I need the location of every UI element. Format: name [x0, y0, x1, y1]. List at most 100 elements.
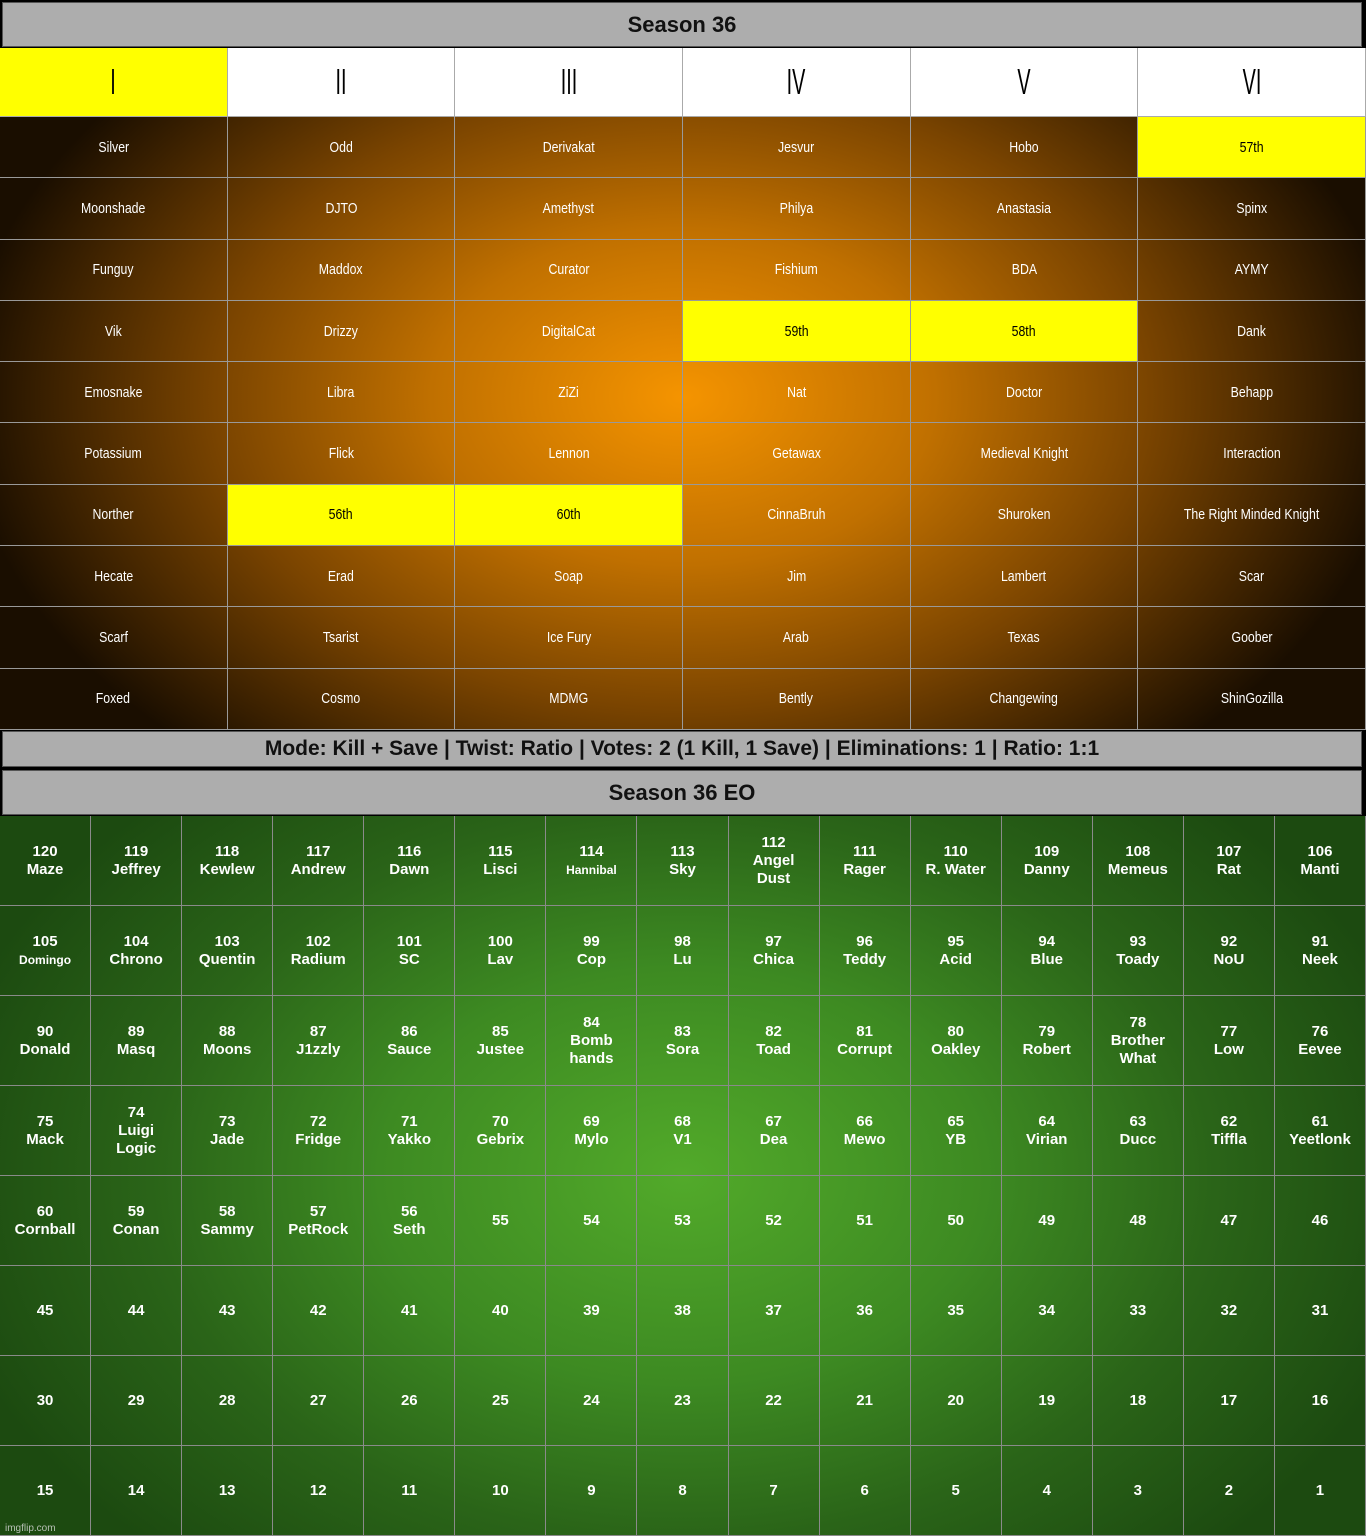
eo-place-number: 24 [583, 1391, 600, 1409]
eo-place-number: 101 [396, 932, 422, 950]
eo-cell: 62 Tiffla [1183, 1086, 1275, 1176]
player-name: 56th [329, 506, 353, 524]
player-name: Erad [327, 567, 354, 585]
eo-place-number: 110 [943, 842, 968, 860]
eo-place-number: 120 [32, 842, 58, 860]
player-name: Jim [786, 567, 806, 585]
eo-cell: 87 J1zzly [273, 996, 365, 1086]
eo-cell: 41 [364, 1266, 456, 1356]
eo-player-name: Kewlew [199, 860, 255, 878]
player-cell: Nat [683, 362, 911, 424]
column-header: VI [1138, 48, 1366, 117]
eo-cell: 5 [910, 1446, 1002, 1536]
eo-cell: 21 [819, 1356, 911, 1446]
eo-cell: 27 [273, 1356, 365, 1446]
column-header: II [227, 48, 456, 117]
eo-cell: 16 [1274, 1356, 1366, 1446]
player-name: Tsarist [323, 629, 359, 647]
player-name: Fishium [774, 261, 818, 279]
eo-place-number: 45 [36, 1301, 54, 1319]
eo-place-number: 87 [309, 1022, 327, 1040]
eo-cell: 31 [1274, 1266, 1366, 1356]
eo-cell: 10 [455, 1446, 547, 1536]
eo-place-number: 68 [674, 1112, 691, 1130]
eo-cell: 3 [1092, 1446, 1184, 1536]
eo-cell: 25 [455, 1356, 547, 1446]
eo-place-number: 61 [1311, 1112, 1329, 1130]
eo-cell: 1 [1274, 1446, 1366, 1536]
player-cell: Tsarist [227, 607, 456, 669]
player-cell: Behapp [1138, 362, 1366, 424]
player-cell: Getawax [683, 423, 911, 485]
eo-cell: 34 [1001, 1266, 1093, 1356]
eo-cell: 11 [364, 1446, 456, 1536]
eo-cell: 12 [273, 1446, 365, 1536]
player-cell: 57th [1138, 117, 1366, 179]
player-cell: Curator [455, 239, 683, 301]
eo-cell: 60 Cornball [0, 1176, 92, 1266]
eo-place-number: 12 [309, 1481, 327, 1499]
eo-player-name: Donald [19, 1040, 71, 1058]
player-name: Texas [1007, 629, 1041, 647]
eo-cell: 116 Dawn [364, 816, 456, 906]
eo-place-number: 18 [1129, 1391, 1147, 1409]
eo-place-number: 54 [583, 1211, 600, 1229]
eo-place-number: 88 [218, 1022, 236, 1040]
player-cell: Goober [1138, 607, 1366, 669]
player-cell: Potassium [0, 423, 228, 485]
eo-player-name: Danny [1023, 860, 1070, 878]
player-name: Changewing [989, 690, 1059, 708]
eo-place-number: 52 [765, 1211, 782, 1229]
eo-player-name: Manti [1300, 860, 1340, 878]
eo-cell: 102 Radium [273, 906, 365, 996]
eo-cell: 79 Robert [1001, 996, 1093, 1086]
player-cell: 56th [227, 484, 456, 547]
eo-player-name: NoU [1213, 950, 1245, 968]
player-name: Amethyst [543, 199, 595, 217]
eo-place-number: 103 [214, 932, 240, 950]
player-name: DigitalCat [541, 322, 596, 340]
elimination-order-grid: 120 Maze 119 Jeffrey 118 Kewlew 117 Andrew 116 Da… [0, 816, 1366, 1536]
eo-player-name: Cornball [14, 1220, 76, 1238]
eo-place-number: 80 [947, 1022, 965, 1040]
eo-place-number: 5 [951, 1481, 960, 1499]
player-cell: 60th [455, 484, 683, 547]
eo-place-number: 75 [36, 1112, 54, 1130]
eo-cell: 111 Rager [819, 816, 911, 906]
eo-cell: 28 [182, 1356, 274, 1446]
player-cell: The Right Minded Knight [1138, 484, 1366, 547]
player-name: 58th [1012, 322, 1036, 340]
eo-cell: 39 [546, 1266, 638, 1356]
eo-place-number: 7 [769, 1481, 778, 1499]
player-name: Lennon [548, 445, 590, 463]
player-cell: Anastasia [910, 178, 1139, 240]
eo-cell: 14 [91, 1446, 183, 1536]
column-header-label: II [335, 61, 347, 102]
eo-place-number: 104 [123, 932, 149, 950]
eo-cell: 67 Dea [728, 1086, 820, 1176]
eo-place-number: 53 [674, 1211, 691, 1229]
season-title: Season 36 [2, 2, 1362, 47]
eo-place-number: 91 [1311, 932, 1329, 950]
player-name: Philya [779, 199, 814, 217]
eo-place-number: 32 [1220, 1301, 1238, 1319]
eo-cell: 44 [91, 1266, 183, 1356]
eo-player-name: Quentin [198, 950, 256, 968]
eo-cell: 96 Teddy [819, 906, 911, 996]
eo-cell: 54 [546, 1176, 638, 1266]
eo-cell: 71 Yakko [364, 1086, 456, 1176]
eo-place-number: 17 [1220, 1391, 1238, 1409]
player-name: Cosmo [321, 690, 361, 708]
eo-place-number: 108 [1125, 842, 1151, 860]
eo-player-name: Brother What [1110, 1031, 1165, 1067]
eo-player-name: Cop [576, 950, 606, 968]
player-cell: Dank [1138, 300, 1366, 363]
eo-place-number: 114 [579, 842, 604, 860]
eo-player-name: Yeetlonk [1289, 1130, 1351, 1148]
eo-place-number: 81 [856, 1022, 873, 1040]
player-cell: Cosmo [227, 668, 456, 730]
eo-player-name: Virian [1026, 1130, 1068, 1148]
player-name: Scarf [98, 629, 128, 647]
eo-player-name: Ducc [1119, 1130, 1157, 1148]
eo-place-number: 25 [492, 1391, 509, 1409]
